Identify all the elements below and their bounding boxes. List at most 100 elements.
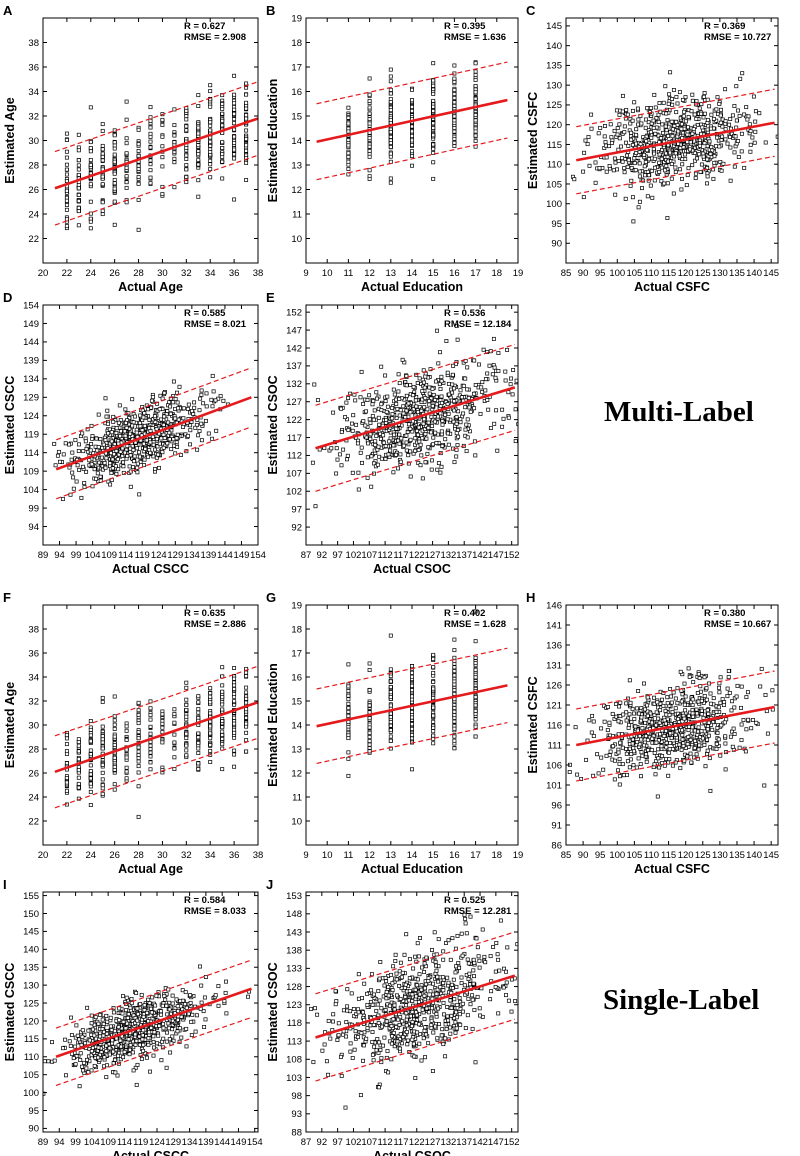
data-point xyxy=(208,167,213,172)
data-point xyxy=(722,700,727,705)
data-point xyxy=(184,114,189,119)
regression-lines xyxy=(54,81,258,226)
data-point xyxy=(678,669,683,674)
data-point xyxy=(208,748,213,753)
data-point xyxy=(232,127,237,132)
data-point xyxy=(220,106,225,111)
data-point xyxy=(160,450,165,455)
data-point xyxy=(388,130,393,135)
y-tick-label: 12 xyxy=(291,185,302,196)
data-point xyxy=(388,690,393,695)
data-point xyxy=(185,406,190,411)
data-point xyxy=(184,707,189,712)
data-point xyxy=(429,458,434,463)
data-point xyxy=(616,158,621,163)
data-point xyxy=(181,406,186,411)
data-point xyxy=(707,104,712,109)
data-point xyxy=(148,134,153,139)
data-point xyxy=(675,101,680,106)
data-point xyxy=(413,448,418,453)
data-point xyxy=(434,441,439,445)
data-point xyxy=(343,415,348,420)
y-tick-label: 28 xyxy=(28,744,39,755)
data-point xyxy=(614,108,619,113)
data-point xyxy=(136,713,141,717)
data-point xyxy=(208,158,213,163)
data-point xyxy=(734,84,739,89)
data-point xyxy=(166,420,171,425)
data-point xyxy=(153,419,158,424)
data-point xyxy=(106,431,111,436)
data-point xyxy=(645,106,650,111)
data-point xyxy=(367,98,372,103)
data-point xyxy=(339,406,344,411)
data-point xyxy=(529,376,532,379)
data-point xyxy=(603,124,607,128)
upper-bound-line xyxy=(54,81,258,153)
data-point xyxy=(196,710,201,715)
data-point xyxy=(365,455,370,460)
data-point xyxy=(697,743,702,748)
data-point xyxy=(630,118,635,123)
data-point xyxy=(677,154,682,159)
data-point xyxy=(364,435,369,440)
data-point xyxy=(88,776,93,781)
data-point xyxy=(148,440,153,445)
data-point xyxy=(613,160,618,165)
data-point xyxy=(148,105,153,110)
data-point xyxy=(167,430,172,435)
data-point xyxy=(208,719,213,724)
x-tick-label: 147 xyxy=(488,550,504,561)
data-point xyxy=(691,680,696,685)
data-point xyxy=(697,143,702,148)
data-point xyxy=(430,386,435,391)
data-point xyxy=(388,145,393,149)
data-point xyxy=(615,126,620,131)
data-point xyxy=(659,179,664,184)
x-tick-label: 112 xyxy=(378,550,393,561)
data-point xyxy=(244,700,249,705)
data-point xyxy=(346,773,351,778)
data-point xyxy=(415,381,420,385)
data-point xyxy=(148,717,153,722)
x-tick-label: 87 xyxy=(301,550,312,561)
x-tick-label: 145 xyxy=(763,268,779,279)
data-point xyxy=(136,142,141,147)
data-point xyxy=(653,165,657,170)
data-point xyxy=(364,409,368,414)
data-point xyxy=(581,169,586,174)
data-point xyxy=(88,803,93,807)
data-point xyxy=(723,767,728,772)
data-point xyxy=(420,476,425,481)
data-point xyxy=(64,172,69,177)
data-point xyxy=(666,773,671,778)
data-point xyxy=(346,697,351,702)
data-point xyxy=(452,713,457,718)
data-point xyxy=(603,140,608,145)
data-point xyxy=(388,448,393,453)
x-axis-ticks: 9 10 11 12 13 14 15 16 17 18 19 xyxy=(303,18,523,279)
data-point xyxy=(148,754,153,759)
data-point xyxy=(434,394,439,399)
data-point xyxy=(452,63,457,68)
data-point xyxy=(64,162,69,167)
data-point xyxy=(123,433,128,438)
data-point xyxy=(454,421,459,426)
data-point xyxy=(651,118,656,123)
data-point xyxy=(147,417,152,422)
data-point xyxy=(670,102,675,107)
data-point xyxy=(116,467,121,472)
data-point xyxy=(418,442,423,447)
data-point xyxy=(690,98,695,103)
data-point xyxy=(64,776,69,780)
data-point xyxy=(124,117,129,122)
data-point xyxy=(346,129,351,134)
data-point xyxy=(136,736,141,741)
data-point xyxy=(220,683,225,688)
data-point xyxy=(244,690,249,695)
data-point xyxy=(196,157,201,162)
data-point xyxy=(71,486,76,491)
data-point xyxy=(669,176,674,181)
data-point xyxy=(435,467,440,472)
y-tick-label: 11 xyxy=(292,209,302,220)
